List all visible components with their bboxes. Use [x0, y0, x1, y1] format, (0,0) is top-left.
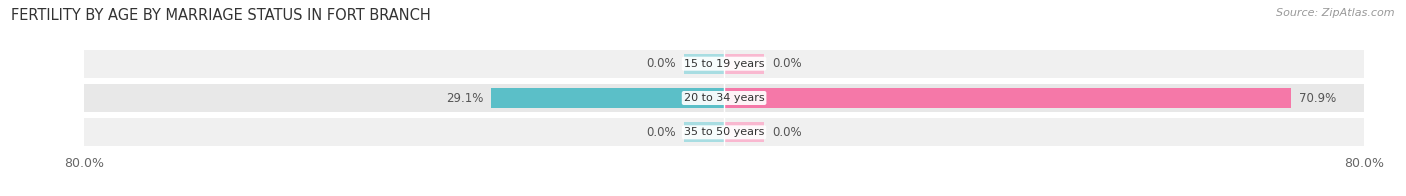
Text: 15 to 19 years: 15 to 19 years — [683, 59, 765, 69]
Legend: Married, Unmarried: Married, Unmarried — [641, 192, 807, 196]
Text: 29.1%: 29.1% — [446, 92, 484, 104]
Bar — [84, 84, 1364, 112]
Bar — [84, 50, 1364, 78]
Bar — [724, 88, 1291, 108]
Text: Source: ZipAtlas.com: Source: ZipAtlas.com — [1277, 8, 1395, 18]
Bar — [724, 122, 763, 142]
Bar — [724, 54, 763, 74]
Text: 0.0%: 0.0% — [772, 57, 801, 70]
Bar — [491, 88, 724, 108]
Text: 70.9%: 70.9% — [1299, 92, 1336, 104]
Bar — [685, 122, 724, 142]
Text: 35 to 50 years: 35 to 50 years — [683, 127, 765, 137]
Text: 0.0%: 0.0% — [772, 126, 801, 139]
Bar — [84, 118, 1364, 146]
Text: 0.0%: 0.0% — [647, 126, 676, 139]
Text: 0.0%: 0.0% — [647, 57, 676, 70]
Text: 20 to 34 years: 20 to 34 years — [683, 93, 765, 103]
Text: FERTILITY BY AGE BY MARRIAGE STATUS IN FORT BRANCH: FERTILITY BY AGE BY MARRIAGE STATUS IN F… — [11, 8, 432, 23]
Bar — [685, 54, 724, 74]
